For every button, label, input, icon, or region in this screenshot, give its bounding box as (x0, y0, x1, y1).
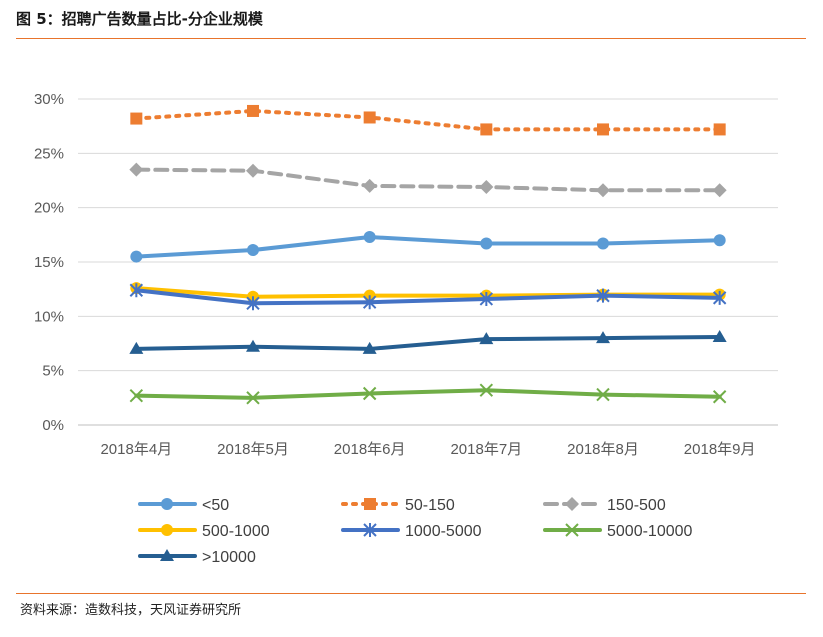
y-tick-label: 30% (34, 91, 64, 108)
series-line (134, 167, 722, 193)
y-tick-label: 15% (34, 254, 64, 271)
series-5000-10000 (129, 383, 727, 405)
legend-item: 50-150 (341, 497, 455, 514)
data-point (713, 234, 726, 247)
legend-item: 1000-5000 (341, 523, 482, 540)
data-point (246, 296, 260, 311)
x-tick-label: 2018年7月 (450, 441, 522, 458)
data-point (480, 237, 493, 250)
data-point (363, 111, 376, 124)
legend-item: 500-1000 (138, 523, 270, 540)
x-tick-label: 2018年9月 (684, 441, 756, 458)
data-point (712, 390, 727, 404)
legend-item: 5000-10000 (543, 523, 693, 540)
series-<50 (130, 231, 726, 263)
data-point (712, 183, 727, 198)
data-point (713, 123, 726, 136)
data-point (247, 104, 259, 117)
legend-marker (363, 523, 377, 537)
series-group (129, 104, 727, 405)
series-150-500 (129, 162, 727, 198)
gridlines (78, 98, 778, 426)
data-point (130, 112, 143, 125)
top-divider (16, 38, 806, 39)
data-point (129, 162, 144, 177)
legend-item: >10000 (138, 549, 256, 566)
series-line (134, 235, 722, 259)
legend-marker (565, 523, 579, 537)
y-tick-label: 20% (34, 200, 64, 217)
x-tick-label: 2018年6月 (334, 441, 406, 458)
y-tick-label: 5% (42, 363, 64, 380)
data-point (129, 341, 144, 354)
series-line (134, 334, 722, 351)
x-tick-label: 2018年4月 (100, 441, 172, 458)
data-point (479, 291, 494, 306)
legend-marker (565, 497, 579, 511)
data-point (479, 383, 494, 397)
data-point (479, 180, 494, 195)
data-point (246, 391, 260, 405)
series-50-150 (130, 104, 726, 136)
data-point (712, 329, 727, 342)
legend-label: 500-1000 (202, 523, 270, 540)
data-point (712, 290, 727, 305)
series-line (134, 108, 722, 132)
x-tick-label: 2018年5月 (217, 441, 289, 458)
x-tick-label: 2018年8月 (567, 441, 639, 458)
data-point (246, 339, 260, 352)
series->10000 (129, 329, 727, 354)
data-point (597, 237, 609, 250)
legend-marker (161, 524, 173, 536)
legend-item: 150-500 (543, 497, 666, 514)
y-axis-ticks: 0% 5% 10% 15% 20% 25% 30% (34, 91, 64, 434)
y-tick-label: 0% (42, 417, 64, 434)
series-line (134, 288, 722, 306)
data-point (479, 332, 494, 345)
data-point (130, 250, 143, 263)
figure-title: 图 5：招聘广告数量占比-分企业规模 (16, 10, 263, 28)
data-point (597, 123, 609, 136)
data-point (362, 178, 377, 193)
y-tick-label: 10% (34, 308, 64, 325)
source-note: 资料来源：造数科技，天风证券研究所 (20, 603, 242, 618)
y-tick-label: 25% (34, 145, 64, 162)
data-point (596, 387, 610, 402)
data-point (363, 231, 376, 244)
legend: <50 50-150 150-500 500-1000 1000-5000 5000-10… (138, 497, 693, 566)
legend-item: <50 (138, 497, 229, 514)
data-point (596, 183, 610, 198)
legend-label: 1000-5000 (405, 523, 482, 540)
legend-marker (160, 549, 174, 561)
data-point (362, 295, 377, 310)
series-line (134, 388, 722, 400)
legend-marker (161, 498, 173, 510)
data-point (362, 386, 377, 401)
legend-label: 5000-10000 (607, 523, 693, 540)
data-point (129, 388, 144, 403)
data-point (362, 341, 377, 354)
x-axis-ticks: 2018年4月 2018年5月 2018年6月 2018年7月 2018年8月 2018年… (100, 441, 755, 458)
legend-label: 50-150 (405, 497, 455, 514)
legend-label: <50 (202, 497, 229, 514)
data-point (596, 288, 610, 303)
data-point (480, 123, 493, 136)
legend-label: 150-500 (607, 497, 666, 514)
bottom-divider (16, 593, 806, 594)
data-point (129, 283, 144, 298)
data-point (596, 331, 610, 344)
data-point (246, 163, 260, 178)
legend-label: >10000 (202, 549, 256, 566)
series-1000-5000 (129, 283, 727, 311)
data-point (247, 244, 259, 257)
legend-marker (364, 498, 376, 510)
